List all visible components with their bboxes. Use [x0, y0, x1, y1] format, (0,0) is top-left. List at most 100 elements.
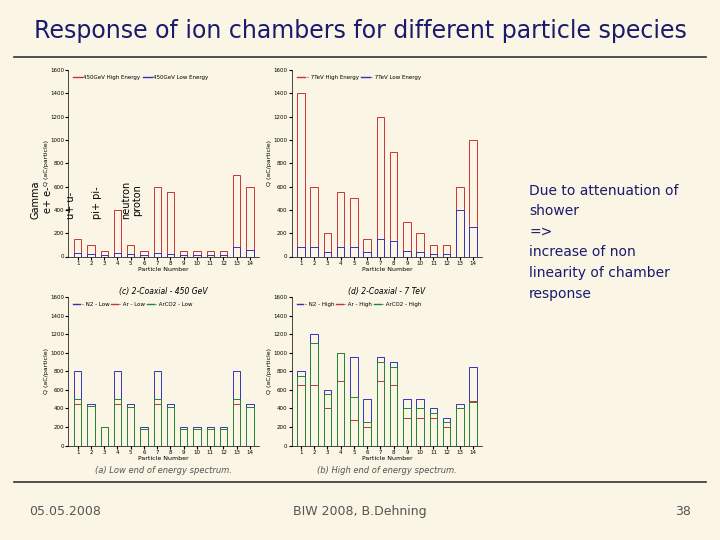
Bar [324, 394, 331, 446]
Bar [127, 404, 135, 446]
Y-axis label: Q (aC/particle): Q (aC/particle) [267, 140, 272, 186]
Bar [297, 247, 305, 256]
Bar [430, 254, 437, 256]
Bar [87, 245, 94, 256]
Bar [456, 408, 464, 446]
Bar [443, 417, 450, 446]
Text: Gamma
e+ e-: Gamma e+ e- [31, 180, 53, 219]
Text: (a) Low end of energy spectrum.: (a) Low end of energy spectrum. [95, 467, 233, 475]
Bar [310, 334, 318, 446]
Bar [180, 427, 187, 446]
Bar [193, 255, 201, 256]
Bar [167, 407, 174, 446]
Bar [127, 407, 135, 446]
Bar [127, 254, 135, 256]
Text: 38: 38 [675, 505, 691, 518]
Bar [140, 429, 148, 446]
Title: (d) 2-Coaxial - 7 TeV: (d) 2-Coaxial - 7 TeV [348, 287, 426, 296]
Bar [390, 362, 397, 446]
Bar [114, 399, 121, 446]
Bar [180, 251, 187, 256]
Bar [456, 210, 464, 256]
Bar [101, 427, 108, 446]
Bar [377, 362, 384, 446]
Text: Response of ion chambers for different particle species: Response of ion chambers for different p… [34, 19, 686, 43]
Bar [297, 93, 305, 256]
X-axis label: Particle Number: Particle Number [361, 267, 413, 272]
Bar [207, 255, 214, 256]
Bar [153, 372, 161, 446]
Bar [220, 429, 227, 446]
Bar [337, 381, 344, 446]
Bar [74, 239, 81, 256]
Bar [74, 404, 81, 446]
Bar [403, 251, 410, 256]
Bar [233, 404, 240, 446]
Bar [324, 390, 331, 446]
Bar [416, 408, 424, 446]
Bar [193, 251, 201, 256]
Bar [456, 408, 464, 446]
Bar [377, 239, 384, 256]
Bar [153, 187, 161, 256]
Bar [74, 253, 81, 256]
Legend: - N2 - High, - Ar - High, - ArCO2 - High: - N2 - High, - Ar - High, - ArCO2 - High [294, 300, 424, 309]
Bar [403, 408, 410, 446]
Bar [337, 353, 344, 446]
Text: BIW 2008, B.Dehning: BIW 2008, B.Dehning [293, 505, 427, 518]
Bar [246, 187, 253, 256]
Bar [430, 417, 437, 446]
X-axis label: Particle Number: Particle Number [138, 456, 189, 461]
Bar [390, 385, 397, 446]
Bar [87, 406, 94, 446]
Bar [430, 413, 437, 446]
Title: (c) 2-Coaxial - 450 GeV: (c) 2-Coaxial - 450 GeV [120, 287, 208, 296]
Bar [127, 245, 135, 256]
Bar [140, 255, 148, 256]
Bar [443, 422, 450, 446]
Text: (b) High end of energy spectrum.: (b) High end of energy spectrum. [317, 467, 457, 475]
Bar [324, 233, 331, 256]
Bar [87, 254, 94, 256]
Bar [207, 427, 214, 446]
Bar [220, 255, 227, 256]
Bar [87, 404, 94, 446]
Bar [114, 404, 121, 446]
Text: u+ u-: u+ u- [66, 192, 76, 219]
Bar [416, 233, 424, 256]
Bar [297, 385, 305, 446]
Bar [167, 192, 174, 256]
Bar [114, 210, 121, 256]
Bar [233, 372, 240, 446]
Bar [377, 357, 384, 446]
Bar [364, 399, 371, 446]
Bar [416, 417, 424, 446]
Bar [193, 429, 201, 446]
Legend: - N2 - Low, - Ar - Low, - ArCO2 - Low: - N2 - Low, - Ar - Low, - ArCO2 - Low [71, 300, 195, 309]
Bar [364, 239, 371, 256]
Bar [101, 255, 108, 256]
Bar [350, 357, 358, 446]
X-axis label: Particle Number: Particle Number [138, 267, 189, 272]
Bar [416, 252, 424, 256]
Bar [337, 192, 344, 256]
Bar [390, 241, 397, 256]
Bar [127, 407, 135, 446]
Bar [140, 427, 148, 446]
Y-axis label: Q (aC/particle): Q (aC/particle) [44, 348, 49, 394]
Bar [233, 247, 240, 256]
Bar [246, 404, 253, 446]
X-axis label: Particle Number: Particle Number [361, 456, 413, 461]
Bar [469, 367, 477, 446]
Bar [140, 251, 148, 256]
Bar [220, 429, 227, 446]
Bar [193, 429, 201, 446]
Bar [167, 404, 174, 446]
Bar [233, 175, 240, 256]
Bar [430, 245, 437, 256]
Bar [220, 251, 227, 256]
Bar [193, 427, 201, 446]
Bar [180, 429, 187, 446]
Bar [337, 247, 344, 256]
Y-axis label: Q (aC/particle): Q (aC/particle) [267, 348, 272, 394]
